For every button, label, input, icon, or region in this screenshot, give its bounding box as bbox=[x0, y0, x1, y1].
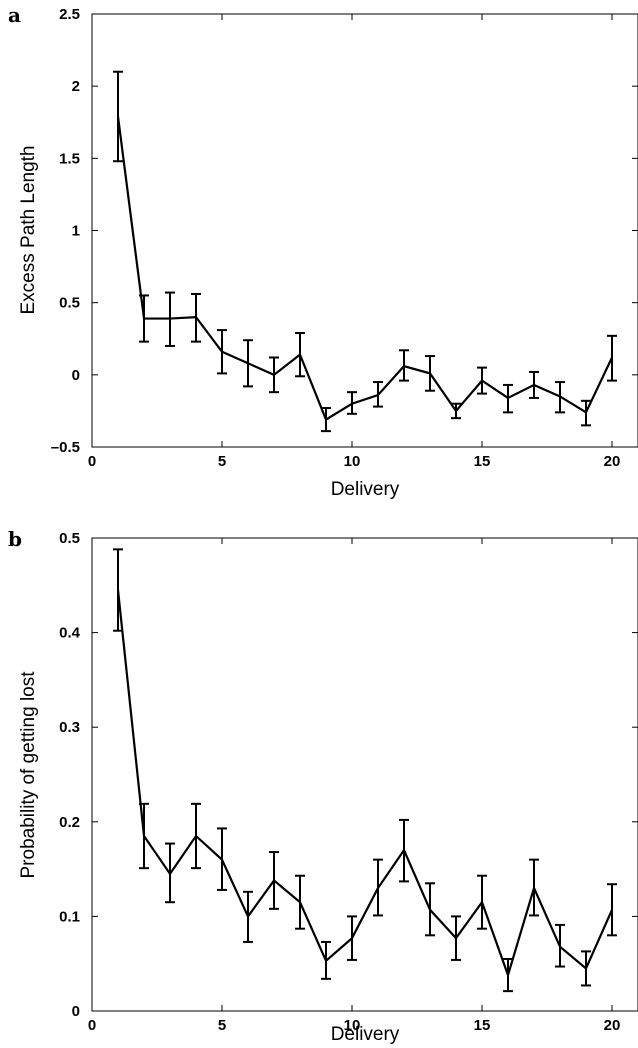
panel-b-series-line bbox=[116, 589, 614, 979]
panel-a-y-tick-label: 1.5 bbox=[59, 150, 80, 167]
panel-a-x-tick-label: 0 bbox=[88, 453, 96, 470]
panel-b-x-axis-title: Delivery bbox=[331, 1024, 400, 1045]
panel-b-x-tick-label: 5 bbox=[218, 1017, 226, 1034]
panel-b-x-tick-label: 15 bbox=[474, 1017, 491, 1034]
panel-b-y-tick-label: 0 bbox=[72, 1003, 80, 1020]
panel-b-y-tick-label: 0.2 bbox=[59, 814, 80, 831]
panel-b-x-axis: 0 5 10 15 20 bbox=[88, 538, 621, 1034]
panel-a-x-tick-label: 15 bbox=[474, 453, 491, 470]
panel-b-error-bars bbox=[113, 548, 617, 993]
panel-a-x-axis-title: Delivery bbox=[331, 479, 400, 500]
panel-a-y-axis: –0.5 0 0.5 1 1.5 2 2.5 bbox=[51, 6, 638, 456]
panel-a-series-line bbox=[116, 116, 613, 422]
panel-b-y-axis-title: Probability of getting lost bbox=[18, 671, 39, 879]
panel-b-y-tick-label: 0.3 bbox=[59, 719, 80, 736]
panel-b-x-tick-label: 0 bbox=[88, 1017, 96, 1034]
panel-a-y-axis-title: Excess Path Length bbox=[18, 146, 39, 315]
panel-a-x-axis: 0 5 10 15 20 bbox=[88, 14, 621, 470]
panel-b-y-tick-label: 0.1 bbox=[59, 908, 80, 925]
panel-a-y-tick-label: 0.5 bbox=[59, 295, 80, 312]
panel-b-y-axis: 0 0.1 0.2 0.3 0.4 0.5 bbox=[59, 530, 638, 1020]
panel-a-y-tick-label: 2.5 bbox=[59, 6, 80, 23]
panel-a: a –0.5 0 0.5 1 1.5 2 2.5 0 5 10 15 20 Delivery Exc… bbox=[8, 3, 638, 500]
panel-a-letter: a bbox=[8, 3, 21, 27]
panel-a-y-tick-label: 1 bbox=[72, 223, 80, 240]
panel-b-x-tick-label: 10 bbox=[344, 1017, 361, 1034]
panel-a-x-tick-label: 10 bbox=[344, 453, 361, 470]
panel-a-x-tick-label: 5 bbox=[218, 453, 226, 470]
panel-b-letter: b bbox=[8, 527, 22, 551]
panel-b: b 0 0.1 0.2 0.3 0.4 0.5 0 5 10 15 20 Delivery Pro… bbox=[8, 527, 638, 1045]
panel-a-error-bars bbox=[113, 70, 617, 433]
panel-a-x-tick-label: 20 bbox=[604, 453, 621, 470]
panel-b-y-tick-label: 0.5 bbox=[59, 530, 80, 547]
panel-b-x-tick-label: 20 bbox=[604, 1017, 621, 1034]
panel-a-y-tick-label: 0 bbox=[72, 367, 80, 384]
panel-a-y-tick-label: 2 bbox=[72, 78, 80, 95]
panel-b-y-tick-label: 0.4 bbox=[59, 625, 81, 642]
panel-b-plot-frame bbox=[91, 537, 638, 1012]
panel-a-y-tick-label: –0.5 bbox=[51, 439, 80, 456]
